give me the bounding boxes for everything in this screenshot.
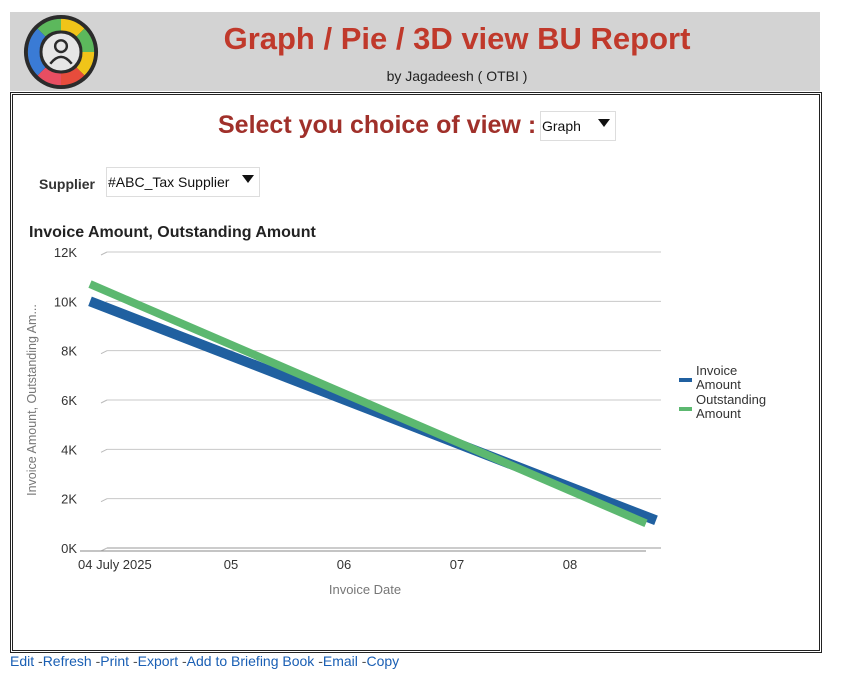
x-tick-label: 07 xyxy=(450,557,464,572)
separator: - xyxy=(182,653,187,669)
user-circle-logo-icon xyxy=(23,14,99,90)
x-tick-label: 05 xyxy=(224,557,238,572)
edit-link[interactable]: Edit xyxy=(10,653,35,669)
y-tick xyxy=(100,399,108,404)
y-tick-label: 2K xyxy=(61,492,77,507)
separator: - xyxy=(361,653,367,669)
x-tick-label: 08 xyxy=(563,557,577,572)
report-frame: Select you choice of view : Graph Suppli… xyxy=(10,92,822,653)
y-tick-label: 8K xyxy=(61,344,77,359)
page-subtitle: by Jagadeesh ( OTBI ) xyxy=(386,68,528,84)
legend-label: Amount xyxy=(696,406,741,421)
add-to-briefing-book-link[interactable]: Add to Briefing Book xyxy=(186,653,315,669)
x-tick-label: 04 July 2025 xyxy=(78,557,152,572)
chevron-down-icon xyxy=(242,175,254,183)
y-tick xyxy=(100,251,108,256)
legend-label: Outstanding xyxy=(696,392,766,407)
email-link[interactable]: Email xyxy=(322,653,358,669)
export-link[interactable]: Export xyxy=(137,653,179,669)
view-select-value: Graph xyxy=(542,118,581,134)
supplier-select[interactable]: #ABC_Tax Supplier xyxy=(106,167,260,197)
x-axis-title: Invoice Date xyxy=(329,582,401,597)
x-tick-label: 06 xyxy=(337,557,351,572)
line-chart: 0K 2K 4K 6K 8K 10K 12K 04 July 2025 05 06 07 08 Invo… xyxy=(25,245,766,597)
y-tick-label: 0K xyxy=(61,541,77,556)
separator: - xyxy=(318,653,323,669)
legend-label: Invoice xyxy=(696,363,737,378)
legend-label: Amount xyxy=(696,377,741,392)
separator: - xyxy=(132,653,138,669)
series-line-outstanding-amount xyxy=(88,280,648,528)
chart-title: Invoice Amount, Outstanding Amount xyxy=(29,224,316,241)
copy-link[interactable]: Copy xyxy=(366,653,400,669)
y-tick xyxy=(100,448,108,453)
y-tick-label: 12K xyxy=(54,245,77,260)
legend-swatch xyxy=(679,407,692,411)
separator: - xyxy=(95,653,101,669)
y-tick-label: 6K xyxy=(61,393,77,408)
supplier-label: Supplier xyxy=(39,176,96,192)
view-choice-label: Select you choice of view : xyxy=(218,111,537,139)
y-tick-label: 4K xyxy=(61,442,77,457)
page-title: Graph / Pie / 3D view BU Report xyxy=(223,21,691,56)
y-tick xyxy=(100,350,108,355)
print-link[interactable]: Print xyxy=(100,653,130,669)
footer-links: Edit -Refresh -Print -Export -Add to Bri… xyxy=(10,653,399,669)
y-axis-title: Invoice Amount, Outstanding Am... xyxy=(25,304,39,496)
supplier-select-value: #ABC_Tax Supplier xyxy=(108,174,230,190)
y-tick-label: 10K xyxy=(54,294,77,309)
legend-swatch xyxy=(679,378,692,382)
y-tick xyxy=(100,498,108,503)
view-select[interactable]: Graph xyxy=(540,111,616,141)
separator: - xyxy=(38,653,43,669)
refresh-link[interactable]: Refresh xyxy=(42,653,92,669)
chevron-down-icon xyxy=(598,119,610,127)
report-header: Graph / Pie / 3D view BU Report by Jagad… xyxy=(10,12,820,91)
